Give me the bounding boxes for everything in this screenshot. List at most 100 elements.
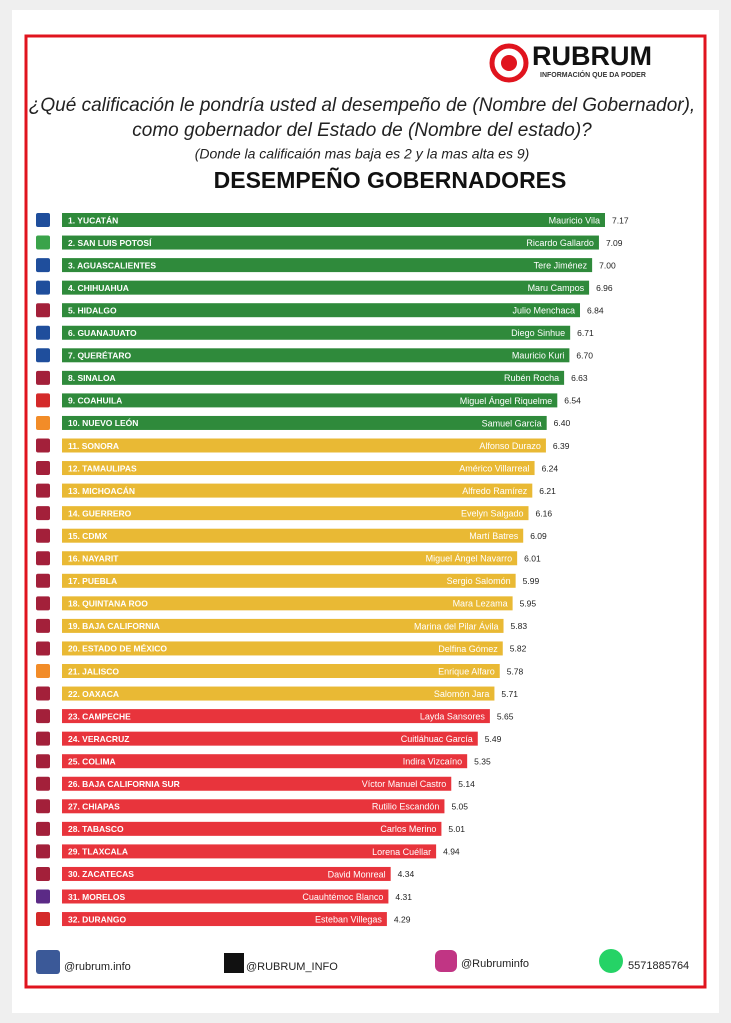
facebook: @rubrum.info — [64, 961, 131, 973]
governor: Carlos Merino — [380, 824, 436, 834]
facebook-icon — [36, 950, 60, 974]
state-label: 1. YUCATÁN — [68, 215, 118, 225]
bar — [62, 686, 495, 701]
brand: RUBRUM — [532, 41, 652, 71]
state-label: 4. CHIHUAHUA — [68, 283, 129, 293]
governor: Alfonso Durazo — [479, 441, 541, 451]
party-icon — [36, 686, 50, 701]
bar — [62, 551, 518, 566]
party-icon — [36, 415, 50, 430]
bar — [62, 213, 605, 227]
value-label: 5.78 — [507, 666, 524, 676]
state-label: 18. QUINTANA ROO — [68, 599, 148, 609]
party-icon — [36, 844, 50, 859]
value-label: 6.01 — [524, 554, 541, 564]
party-icon — [36, 731, 50, 746]
governor: Evelyn Salgado — [461, 509, 524, 519]
value-label: 5.95 — [520, 599, 537, 609]
value-label: 4.31 — [395, 892, 412, 902]
instagram: @Rubruminfo — [461, 958, 529, 970]
state-label: 9. COAHUILA — [68, 396, 122, 406]
governor: Américo Villarreal — [459, 463, 529, 473]
governor: Rutilio Escandón — [372, 802, 440, 812]
governor: Marina del Pilar Ávila — [414, 621, 499, 631]
governor: Samuel García — [482, 418, 542, 428]
party-icon — [36, 348, 50, 363]
question: ¿Qué calificación le pondría usted al de… — [29, 95, 695, 116]
bar — [62, 821, 442, 836]
state-label: 24. VERACRUZ — [68, 734, 129, 744]
governor: Alfredo Ramírez — [462, 486, 528, 496]
value-label: 6.24 — [542, 463, 559, 473]
bar — [62, 483, 533, 498]
value-label: 4.29 — [394, 914, 411, 924]
question: como gobernador del Estado de (Nombre de… — [132, 120, 592, 141]
bar — [62, 258, 593, 273]
bar — [62, 325, 571, 340]
x-handle: @RUBRUM_INFO — [246, 961, 338, 973]
party-icon — [36, 483, 50, 498]
bar — [62, 731, 478, 746]
governor: Martí Batres — [469, 531, 519, 541]
value-label: 6.09 — [530, 531, 547, 541]
governor: Ricardo Gallardo — [526, 238, 594, 248]
governor: Cuitláhuac García — [401, 734, 473, 744]
governor: Víctor Manuel Castro — [362, 779, 447, 789]
state-label: 26. BAJA CALIFORNIA SUR — [68, 779, 180, 789]
party-icon — [36, 618, 50, 633]
state-label: 27. CHIAPAS — [68, 802, 120, 812]
value-label: 5.71 — [501, 689, 518, 699]
party-icon — [36, 641, 50, 656]
instagram-icon — [435, 950, 457, 972]
value-label: 6.71 — [577, 328, 594, 338]
value-label: 6.84 — [587, 305, 604, 315]
value-label: 7.09 — [606, 238, 623, 248]
governor: Layda Sansores — [420, 711, 486, 721]
state-label: 23. CAMPECHE — [68, 711, 131, 721]
state-label: 31. MORELOS — [68, 892, 125, 902]
logo-ring — [489, 43, 529, 83]
state-label: 16. NAYARIT — [68, 554, 119, 564]
value-label: 4.94 — [443, 847, 460, 857]
value-label: 6.40 — [554, 418, 571, 428]
bar — [62, 280, 590, 295]
bar — [62, 844, 437, 859]
bar — [62, 393, 558, 408]
state-label: 30. ZACATECAS — [68, 869, 134, 879]
bar — [62, 776, 452, 791]
logo-dot — [501, 55, 517, 71]
state-label: 19. BAJA CALIFORNIA — [68, 621, 160, 631]
governor: Julio Menchaca — [512, 306, 575, 316]
party-icon — [36, 709, 50, 724]
governor: Diego Sinhue — [511, 328, 565, 338]
bar — [62, 596, 513, 611]
whatsapp: 5571885764 — [628, 960, 689, 972]
party-icon — [36, 370, 50, 385]
value-label: 5.35 — [474, 756, 491, 766]
state-label: 28. TABASCO — [68, 824, 124, 834]
governor: Enrique Alfaro — [438, 666, 495, 676]
governor: Lorena Cuéllar — [372, 847, 431, 857]
party-icon — [36, 325, 50, 340]
whatsapp-icon — [599, 949, 623, 973]
governor: Mauricio Vila — [549, 215, 600, 225]
x-icon — [224, 953, 244, 973]
value-label: 5.49 — [485, 734, 502, 744]
state-label: 8. SINALOA — [68, 373, 116, 383]
party-icon — [36, 664, 50, 678]
value-label: 5.05 — [451, 802, 468, 812]
state-label: 25. COLIMA — [68, 756, 116, 766]
bar — [62, 866, 391, 881]
value-label: 5.65 — [497, 711, 514, 721]
bar — [62, 641, 503, 656]
bar — [62, 438, 546, 453]
governor: Esteban Villegas — [315, 914, 382, 924]
value-label: 7.00 — [599, 260, 616, 270]
value-label: 6.21 — [539, 486, 556, 496]
governor: Cuauhtémoc Blanco — [302, 892, 383, 902]
governor: Mauricio Kuri — [512, 351, 565, 361]
bar — [62, 799, 445, 814]
party-icon — [36, 213, 50, 227]
state-label: 15. CDMX — [68, 531, 108, 541]
